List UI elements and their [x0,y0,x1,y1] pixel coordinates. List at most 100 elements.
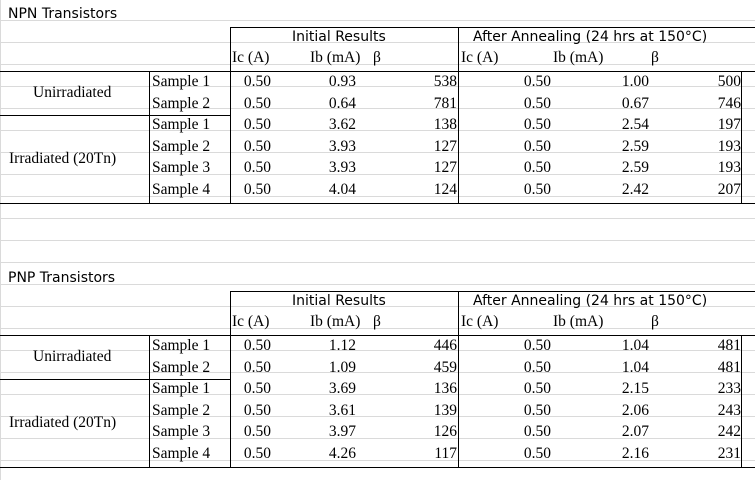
cell-ic1[interactable]: 0.50 [243,444,271,462]
cell-b1[interactable]: 139 [433,401,457,419]
sample-label: Sample 1 [152,73,211,90]
cell-ic1[interactable]: 0.50 [243,73,271,90]
left-data-border [230,291,231,467]
cell-ib2[interactable]: 2.42 [621,180,649,198]
cell-ib1[interactable]: 1.09 [328,358,356,376]
cell-b2[interactable]: 500 [717,73,741,90]
header-beta-initial: β [373,49,381,66]
cell-ic2[interactable]: 0.50 [523,337,551,354]
cell-b2[interactable]: 193 [717,137,741,155]
table-top-border [230,27,755,28]
cell-b1[interactable]: 127 [433,137,457,155]
cell-b1[interactable]: 126 [433,423,457,440]
group-label-unirradiated: Unirradiated [33,348,112,365]
cell-ib2[interactable]: 2.59 [621,137,649,155]
cell-ic1[interactable]: 0.50 [243,380,271,397]
cell-ic2[interactable]: 0.50 [523,159,551,176]
cell-ic2[interactable]: 0.50 [523,358,551,376]
sample-label: Sample 2 [152,358,211,376]
cell-ic1[interactable]: 0.50 [243,116,271,133]
cell-b1[interactable]: 136 [433,380,457,397]
cell-ib1[interactable]: 3.69 [328,380,356,397]
group-divider [0,115,230,116]
cell-ib1[interactable]: 3.97 [328,423,356,440]
right-data-border [741,71,742,203]
cell-ic1[interactable]: 0.50 [243,180,271,198]
cell-ic2[interactable]: 0.50 [523,94,551,112]
header-ic-after: Ic (A) [461,49,499,66]
cell-b2[interactable]: 233 [717,380,741,397]
table-row: Sample 1 0.50 1.12 446 0.50 1.04 481 [0,336,755,358]
cell-ic2[interactable]: 0.50 [523,423,551,440]
cell-ib1[interactable]: 0.93 [328,73,356,90]
cell-b1[interactable]: 124 [433,180,457,198]
cell-ib2[interactable]: 1.00 [621,73,649,90]
cell-ib1[interactable]: 3.62 [328,116,356,133]
cell-b2[interactable]: 242 [717,423,741,440]
cell-ic2[interactable]: 0.50 [523,444,551,462]
cell-ib2[interactable]: 2.54 [621,116,649,133]
cell-ic2[interactable]: 0.50 [523,116,551,133]
cell-ib2[interactable]: 2.16 [621,444,649,462]
cell-b2[interactable]: 207 [717,180,741,198]
sample-label: Sample 4 [152,444,211,462]
cell-b1[interactable]: 781 [433,94,457,112]
cell-ib2[interactable]: 0.67 [621,94,649,112]
cell-b2[interactable]: 197 [717,116,741,133]
middle-data-border [458,291,459,467]
cell-ib2[interactable]: 2.15 [621,380,649,397]
cell-ib2[interactable]: 1.04 [621,358,649,376]
sample-label: Sample 1 [152,116,211,133]
cell-ib2[interactable]: 1.04 [621,337,649,354]
npn-section-title: NPN Transistors [8,6,118,22]
cell-ib1[interactable]: 4.04 [328,180,356,198]
table-row: Sample 1 0.50 0.93 538 0.50 1.00 500 [0,72,755,94]
cell-b1[interactable]: 127 [433,159,457,176]
cell-ib1[interactable]: 3.93 [328,159,356,176]
cell-b1[interactable]: 117 [434,444,457,462]
cell-ic2[interactable]: 0.50 [523,73,551,90]
table-bottom-border [0,203,755,204]
header-ib-initial: Ib (mA) [310,49,361,66]
cell-ic1[interactable]: 0.50 [243,358,271,376]
cell-ic2[interactable]: 0.50 [523,137,551,155]
cell-b2[interactable]: 243 [717,401,741,419]
cell-b2[interactable]: 481 [717,337,741,354]
cell-ic2[interactable]: 0.50 [523,180,551,198]
cell-ic1[interactable]: 0.50 [243,337,271,354]
header-ic-initial: Ic (A) [232,313,270,330]
cell-ic1[interactable]: 0.50 [243,423,271,440]
cell-b1[interactable]: 138 [433,116,457,133]
npn-table: Initial Results After Annealing (24 hrs a… [0,27,755,204]
cell-ib2[interactable]: 2.06 [621,401,649,419]
cell-ic1[interactable]: 0.50 [243,137,271,155]
cell-ic2[interactable]: 0.50 [523,380,551,397]
cell-ib1[interactable]: 1.12 [328,337,356,354]
cell-b2[interactable]: 231 [717,444,741,462]
cell-ib2[interactable]: 2.59 [621,159,649,176]
cell-ic1[interactable]: 0.50 [243,159,271,176]
cell-ib1[interactable]: 3.93 [328,137,356,155]
header-initial-results: Initial Results [292,29,386,45]
cell-b1[interactable]: 446 [433,337,457,354]
cell-b2[interactable]: 193 [717,159,741,176]
cell-ic1[interactable]: 0.50 [243,401,271,419]
cell-b2[interactable]: 746 [717,94,741,112]
middle-data-border [458,27,459,203]
cell-ib2[interactable]: 2.07 [621,423,649,440]
cell-b2[interactable]: 481 [717,358,741,376]
right-data-border [741,335,742,467]
cell-ic2[interactable]: 0.50 [523,401,551,419]
cell-b1[interactable]: 538 [433,73,457,90]
sample-label: Sample 3 [152,423,211,440]
pnp-table: Initial Results After Annealing (24 hrs a… [0,291,755,468]
table-row: Sample 2 0.50 0.64 781 0.50 0.67 746 [0,94,755,116]
cell-ib1[interactable]: 3.61 [328,401,356,419]
cell-b1[interactable]: 459 [433,358,457,376]
cell-ic1[interactable]: 0.50 [243,94,271,112]
cell-ib1[interactable]: 0.64 [328,94,356,112]
header-ic-after: Ic (A) [461,313,499,330]
cell-ib1[interactable]: 4.26 [328,444,356,462]
table-row: Sample 2 0.50 1.09 459 0.50 1.04 481 [0,358,755,380]
